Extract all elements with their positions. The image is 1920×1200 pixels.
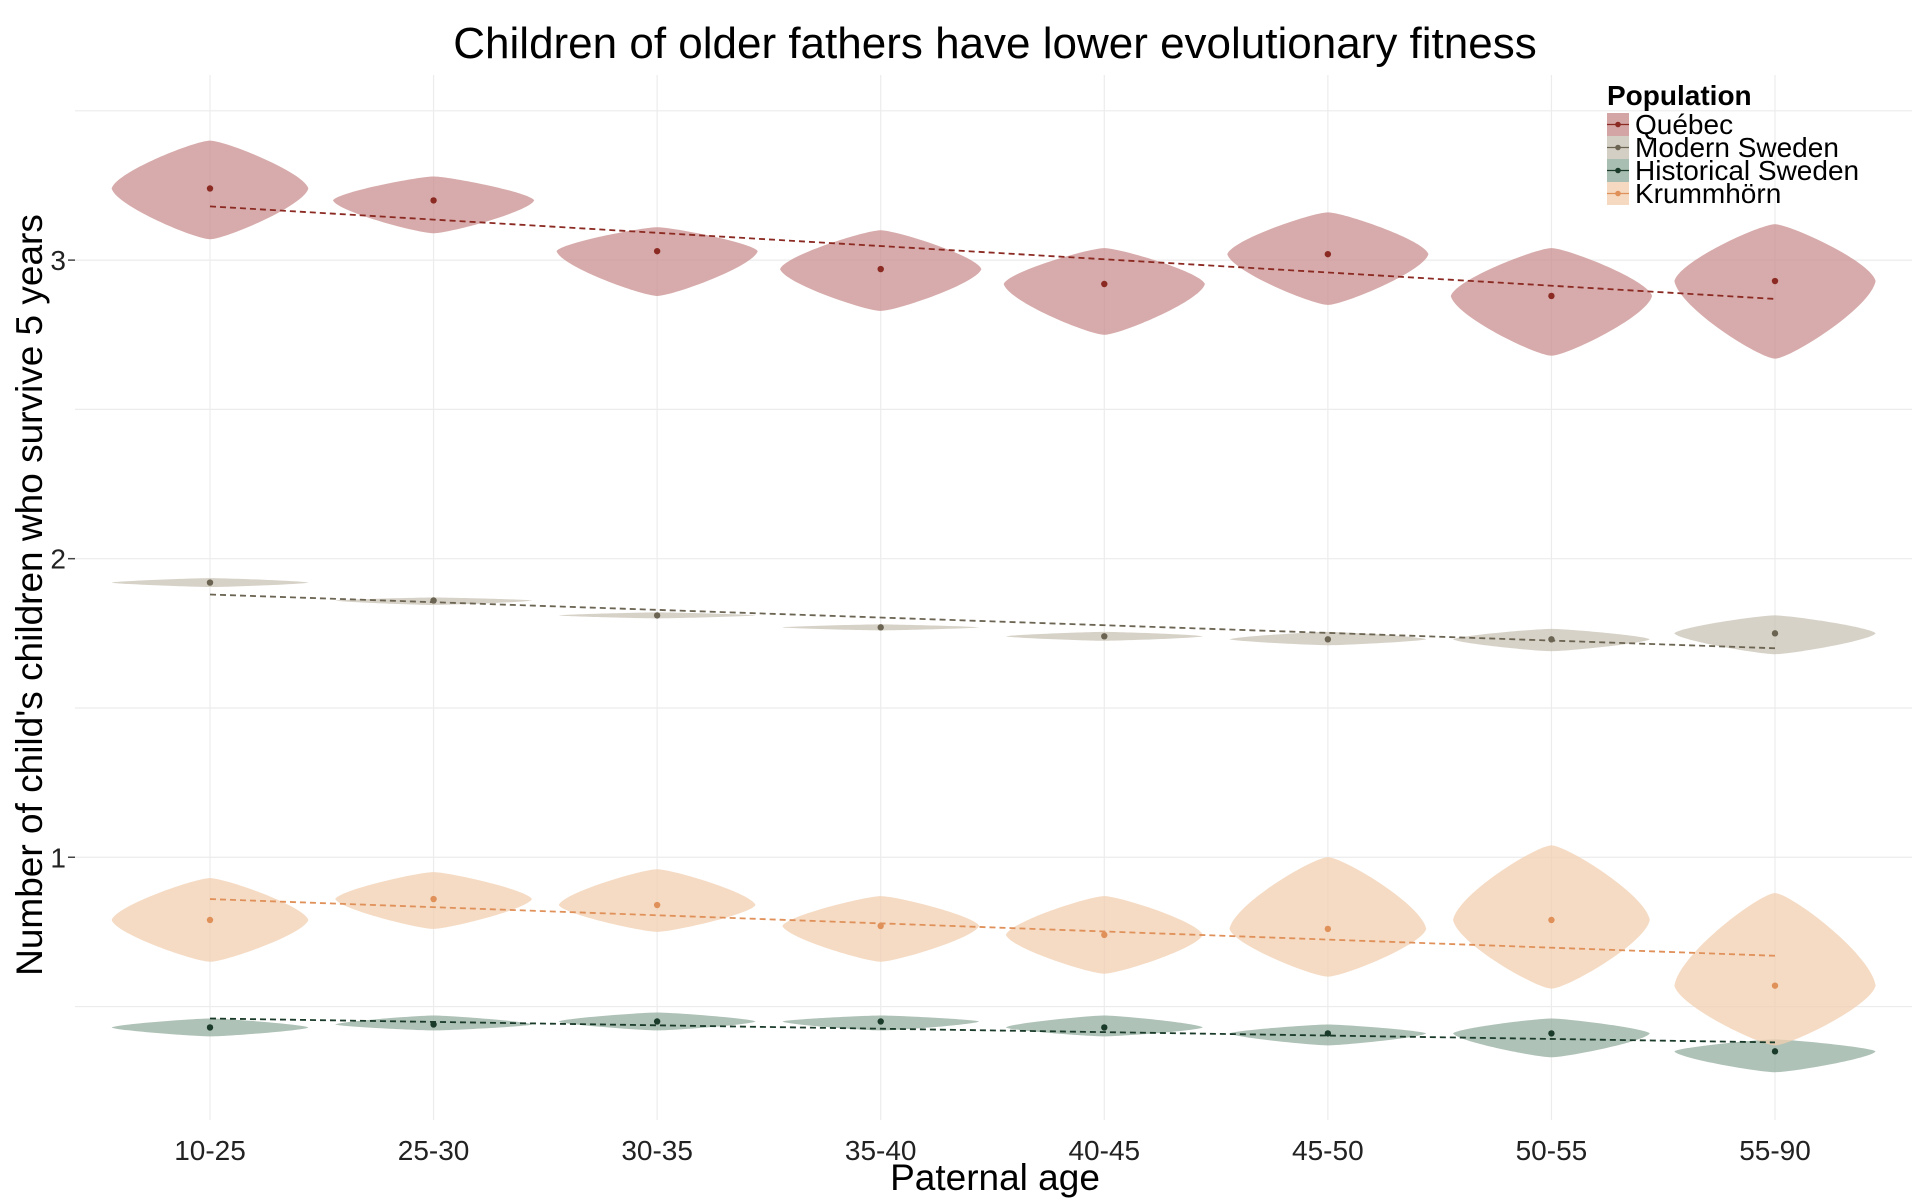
violin-qu-bec-45-50 (1227, 212, 1429, 305)
mean-point-historical-sweden-55-90 (1771, 1048, 1779, 1055)
mean-point-qu-bec-10-25 (206, 185, 214, 192)
mean-point-historical-sweden-45-50 (1324, 1030, 1332, 1037)
mean-point-qu-bec-45-50 (1324, 250, 1332, 258)
mean-point-modern-sweden-35-40 (877, 624, 884, 631)
mean-point-qu-bec-30-35 (653, 247, 661, 255)
mean-point-krummh-rn-25-30 (430, 895, 437, 903)
x-tick-label: 30-35 (621, 1135, 693, 1166)
y-tick-label: 3 (50, 245, 66, 276)
legend-label-qu-bec: Québec (1635, 109, 1733, 140)
legend-key-point-historical-sweden (1615, 167, 1621, 174)
y-tick-label: 1 (50, 842, 66, 873)
mean-point-historical-sweden-35-40 (877, 1018, 884, 1025)
grid-layer (75, 75, 1912, 1120)
violin-krummh-rn-45-50 (1229, 857, 1427, 977)
trend-line-modern-sweden (209, 593, 1776, 650)
legend-key-point-modern-sweden (1615, 144, 1621, 151)
mean-point-krummh-rn-45-50 (1324, 925, 1332, 933)
legend-label-modern-sweden: Modern Sweden (1635, 132, 1839, 163)
mean-point-qu-bec-40-45 (1101, 280, 1108, 288)
x-tick-label: 40-45 (1068, 1135, 1140, 1166)
mean-point-historical-sweden-30-35 (653, 1018, 661, 1025)
trend-line-qu-bec (209, 205, 1776, 300)
mean-point-krummh-rn-10-25 (206, 916, 214, 924)
trend-layer (209, 205, 1776, 1044)
violin-qu-bec-50-55 (1450, 248, 1653, 356)
violin-layer (111, 140, 1876, 1073)
mean-point-krummh-rn-35-40 (877, 922, 884, 930)
mean-point-historical-sweden-50-55 (1548, 1030, 1555, 1037)
trend-line-krummh-rn (209, 898, 1776, 957)
x-tick-label: 25-30 (398, 1135, 470, 1166)
legend-label-historical-sweden: Historical Sweden (1635, 155, 1859, 186)
mean-point-qu-bec-25-30 (430, 197, 437, 204)
x-tick-labels: 10-25 25-30 30-35 35-40 40-45 45-50 50-55 55-90 (174, 1135, 1811, 1166)
mean-point-qu-bec-35-40 (877, 265, 884, 273)
mean-point-modern-sweden-45-50 (1324, 636, 1332, 643)
x-tick-label: 35-40 (845, 1135, 917, 1166)
mean-point-modern-sweden-25-30 (430, 597, 437, 604)
mean-point-modern-sweden-30-35 (653, 612, 661, 619)
x-tick-label: 45-50 (1292, 1135, 1364, 1166)
mean-point-modern-sweden-50-55 (1548, 636, 1555, 643)
violin-qu-bec-55-90 (1674, 224, 1876, 359)
violin-qu-bec-25-30 (332, 176, 535, 234)
chart-title: Children of older fathers have lower evo… (453, 19, 1536, 68)
legend-label-krummh-rn: Krummhörn (1635, 178, 1781, 209)
violin-qu-bec-30-35 (556, 227, 758, 296)
mean-point-qu-bec-55-90 (1771, 277, 1779, 285)
violin-historical-sweden-55-90 (1674, 1039, 1876, 1073)
violin-krummh-rn-55-90 (1674, 893, 1876, 1046)
legend-key-point-krummh-rn (1615, 190, 1621, 197)
violin-historical-sweden-50-55 (1453, 1018, 1650, 1058)
mean-point-krummh-rn-40-45 (1101, 931, 1108, 939)
mean-point-historical-sweden-10-25 (206, 1024, 214, 1031)
x-axis-title: Paternal age (890, 1157, 1100, 1198)
mean-point-krummh-rn-50-55 (1548, 916, 1555, 924)
mean-point-krummh-rn-55-90 (1771, 982, 1779, 989)
y-tick-labels: 1 2 3 (50, 245, 75, 873)
legend-key-point-qu-bec (1615, 121, 1621, 128)
mean-point-historical-sweden-25-30 (430, 1021, 437, 1028)
x-tick-label: 10-25 (174, 1135, 246, 1166)
y-tick-label: 2 (50, 544, 66, 575)
point-layer (206, 185, 1779, 1055)
y-axis-title: Number of child's children who survive 5… (9, 214, 50, 976)
mean-point-modern-sweden-55-90 (1771, 630, 1779, 637)
mean-point-modern-sweden-40-45 (1101, 633, 1108, 640)
trend-line-historical-sweden (209, 1017, 1776, 1044)
mean-point-qu-bec-50-55 (1548, 292, 1555, 300)
mean-point-krummh-rn-30-35 (653, 901, 661, 909)
violin-qu-bec-40-45 (1003, 248, 1205, 335)
x-tick-label: 55-90 (1739, 1135, 1811, 1166)
mean-point-modern-sweden-10-25 (206, 579, 214, 586)
legend-title: Population (1607, 80, 1752, 111)
x-tick-label: 50-55 (1516, 1135, 1588, 1166)
violin-krummh-rn-30-35 (558, 869, 756, 932)
mean-point-historical-sweden-40-45 (1101, 1024, 1108, 1031)
